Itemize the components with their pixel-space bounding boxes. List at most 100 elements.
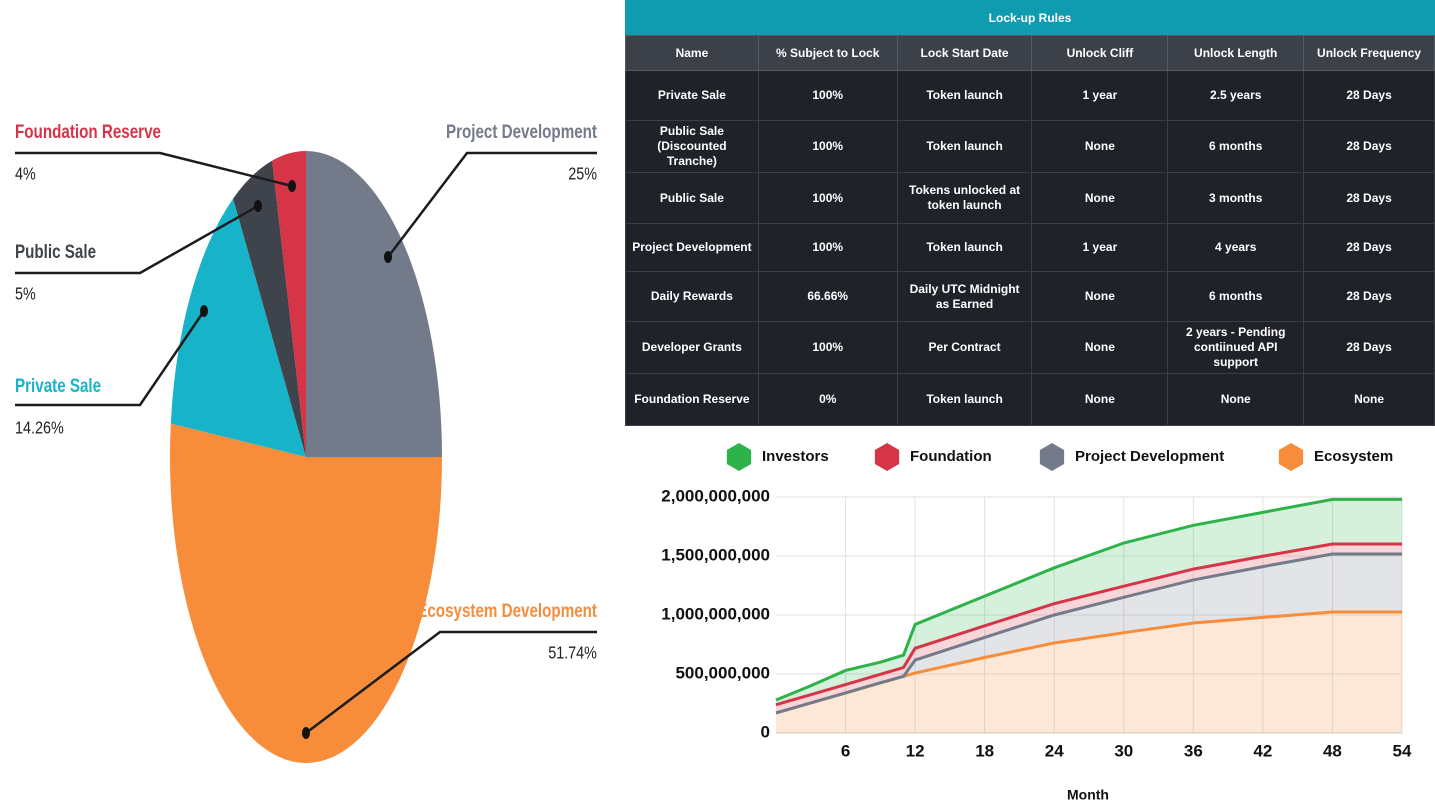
x-tick-label: 48 bbox=[1323, 741, 1342, 760]
table-cell: Token launch bbox=[896, 120, 1033, 173]
table-cell: Public Sale (Discounted Tranche) bbox=[625, 120, 759, 173]
column-header: Name bbox=[625, 35, 759, 71]
table-cell: 28 Days bbox=[1303, 120, 1435, 173]
table-cell: 4 years bbox=[1167, 223, 1305, 272]
leader-line bbox=[15, 151, 293, 188]
column-header: Lock Start Date bbox=[896, 35, 1033, 71]
pie-slice bbox=[170, 423, 442, 763]
table-cell: 28 Days bbox=[1303, 70, 1435, 121]
slice-value: 4% bbox=[15, 164, 36, 184]
leader-dot bbox=[254, 200, 262, 212]
table-cell: Token launch bbox=[896, 373, 1033, 426]
table-cell: None bbox=[1031, 271, 1169, 322]
x-tick-label: 42 bbox=[1253, 741, 1272, 760]
table-cell: 2.5 years bbox=[1167, 70, 1305, 121]
table-cell: 3 months bbox=[1167, 172, 1305, 224]
x-tick-label: 24 bbox=[1045, 741, 1064, 760]
table-cell: 100% bbox=[757, 120, 898, 173]
slice-label: Ecosystem Development bbox=[417, 599, 597, 621]
table-row: Private Sale 100% Token launch 1 year 2.5 ye… bbox=[625, 70, 1435, 121]
slice-label: Private Sale bbox=[15, 374, 101, 396]
leader-line bbox=[387, 151, 597, 258]
table-cell: Foundation Reserve bbox=[625, 373, 759, 426]
header-row: Name% Subject to Lock Lock Start Date Unlo… bbox=[625, 35, 1435, 71]
table-cell: 28 Days bbox=[1303, 271, 1435, 322]
legend-label: Ecosystem bbox=[1314, 448, 1393, 465]
table: Name% Subject to Lock Lock Start Date Unlo… bbox=[625, 35, 1435, 426]
table-cell: Token launch bbox=[896, 223, 1033, 272]
y-tick-label: 1,500,000,000 bbox=[661, 545, 770, 564]
table-cell: None bbox=[1031, 120, 1169, 173]
pie-slice bbox=[306, 151, 442, 457]
table-cell: None bbox=[1031, 172, 1169, 224]
slice-label: Project Development bbox=[446, 120, 597, 142]
legend-swatch bbox=[874, 443, 900, 471]
legend-label: Investors bbox=[762, 448, 829, 465]
leader-line bbox=[15, 204, 259, 275]
leader-dot bbox=[384, 251, 392, 263]
table-cell: 66.66% bbox=[757, 271, 898, 322]
area bbox=[776, 612, 1402, 733]
slice-value: 5% bbox=[15, 284, 36, 304]
slice-value: 51.74% bbox=[548, 643, 597, 663]
x-tick-label: 54 bbox=[1393, 741, 1412, 760]
table-cell: Daily UTC Midnight as Earned bbox=[896, 271, 1033, 322]
slice-label: Foundation Reserve bbox=[15, 120, 161, 142]
series-line bbox=[775, 497, 1402, 702]
table-body: Private Sale 100% Token launch 1 year 2.5 ye… bbox=[625, 70, 1435, 426]
table-cell: Developer Grants bbox=[625, 321, 759, 374]
area bbox=[776, 499, 1402, 705]
table-cell: 100% bbox=[757, 70, 898, 121]
x-tick-label: 6 bbox=[841, 741, 850, 760]
column-header: Unlock Frequency bbox=[1303, 35, 1435, 71]
table-row: Daily Rewards 66.66% Daily UTC Midnight as… bbox=[625, 271, 1435, 322]
table-cell: 6 months bbox=[1167, 271, 1305, 322]
table-cell: None bbox=[1031, 321, 1169, 374]
table-cell: Public Sale bbox=[625, 172, 759, 224]
x-tick-label: 36 bbox=[1184, 741, 1203, 760]
y-tick-label: 0 bbox=[761, 722, 770, 741]
table-cell: 100% bbox=[757, 321, 898, 374]
table-cell: None bbox=[1031, 373, 1169, 426]
column-header: % Subject to Lock bbox=[757, 35, 898, 71]
pie-slice bbox=[272, 151, 306, 457]
table-row: Public Sale 100% Tokens unlocked at token … bbox=[625, 172, 1435, 224]
slice-value: 14.26% bbox=[15, 418, 64, 438]
y-tick-label: 500,000,000 bbox=[675, 663, 770, 682]
table-cell: 1 year bbox=[1031, 70, 1169, 121]
table-cell: Private Sale bbox=[625, 70, 759, 121]
lockup-table: Lock-up Rules Name% Subject to Lock Lock … bbox=[625, 0, 1435, 426]
x-tick-label: 30 bbox=[1114, 741, 1133, 760]
table-row: Foundation Reserve 0% Token launch None None… bbox=[625, 373, 1435, 426]
table-cell: Daily Rewards bbox=[625, 271, 759, 322]
table-row: Project Development 100% Token launch 1 yea… bbox=[625, 223, 1435, 272]
legend-label: Foundation bbox=[910, 448, 992, 465]
series-line bbox=[775, 552, 1402, 715]
table-cell: 100% bbox=[757, 223, 898, 272]
y-tick-label: 2,000,000,000 bbox=[661, 486, 770, 505]
table-cell: Token launch bbox=[896, 70, 1033, 121]
table-cell: 28 Days bbox=[1303, 223, 1435, 272]
series-line bbox=[775, 542, 1402, 707]
x-tick-label: 18 bbox=[975, 741, 994, 760]
table-cell: None bbox=[1167, 373, 1305, 426]
column-header: Unlock Length bbox=[1167, 35, 1305, 71]
table-row: Developer Grants 100% Per Contract None 2 ye… bbox=[625, 321, 1435, 374]
table-cell: 1 year bbox=[1031, 223, 1169, 272]
leader-line bbox=[15, 310, 206, 407]
table-cell: None bbox=[1303, 373, 1435, 426]
pie-slice bbox=[170, 198, 306, 457]
legend-swatch bbox=[1039, 443, 1065, 471]
table-cell: Tokens unlocked at token launch bbox=[896, 172, 1033, 224]
table-cell: 28 Days bbox=[1303, 172, 1435, 224]
table-row: Public Sale (Discounted Tranche) 100% Toke… bbox=[625, 120, 1435, 173]
table-cell: Project Development bbox=[625, 223, 759, 272]
legend-swatch bbox=[726, 443, 752, 471]
table-cell: 0% bbox=[757, 373, 898, 426]
y-tick-label: 1,000,000,000 bbox=[661, 604, 770, 623]
area bbox=[776, 553, 1402, 713]
leader-line bbox=[305, 630, 597, 734]
slice-value: 25% bbox=[568, 164, 597, 184]
pie-slice bbox=[233, 160, 306, 457]
